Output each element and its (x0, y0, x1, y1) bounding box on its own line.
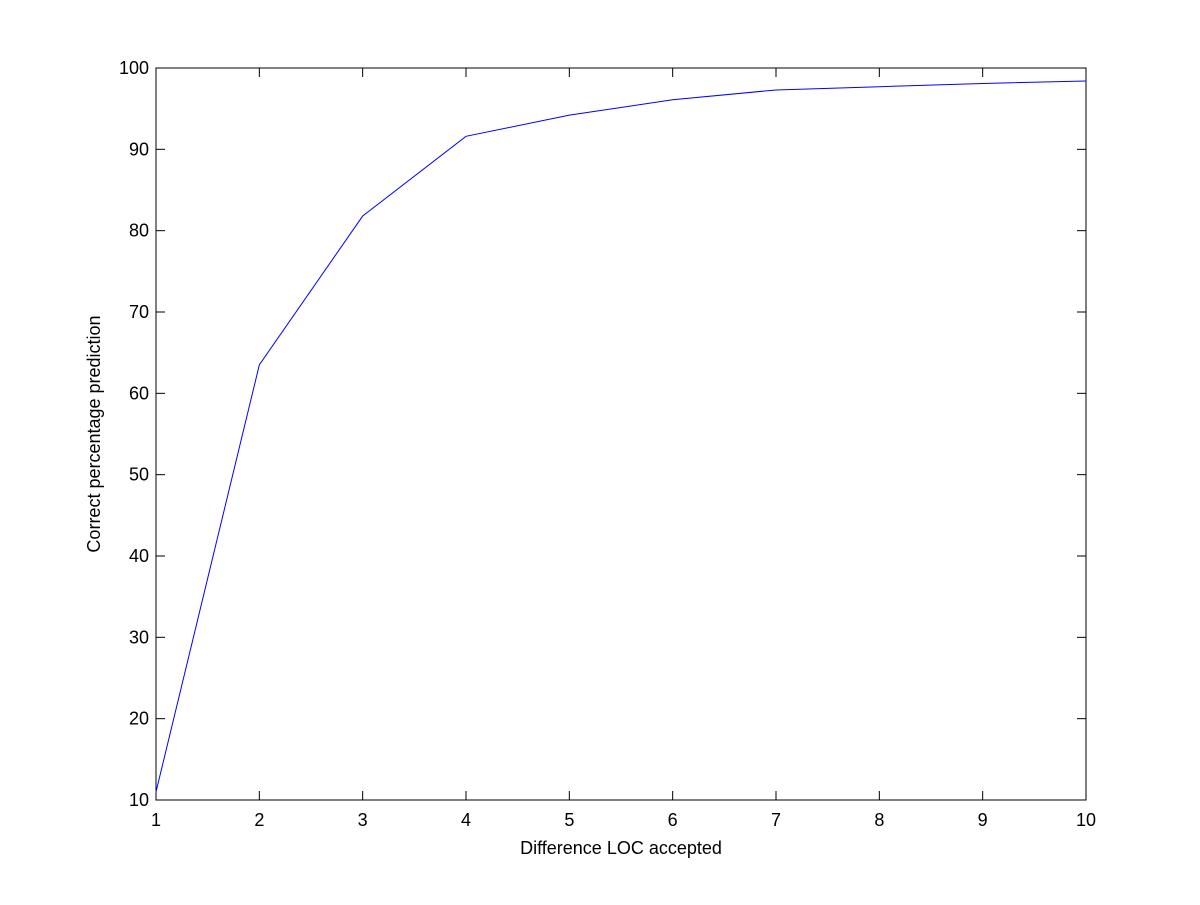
y-tick-label: 100 (119, 58, 149, 78)
y-tick-label: 80 (129, 221, 149, 241)
x-tick-label: 3 (358, 810, 368, 830)
plot-area (156, 68, 1086, 800)
x-tick-label: 8 (874, 810, 884, 830)
y-tick-label: 20 (129, 709, 149, 729)
x-tick-label: 1 (151, 810, 161, 830)
x-tick-label: 10 (1076, 810, 1096, 830)
y-axis-label: Correct percentage prediction (84, 315, 104, 552)
y-tick-label: 90 (129, 139, 149, 159)
x-tick-label: 5 (564, 810, 574, 830)
y-tick-label: 10 (129, 790, 149, 810)
x-tick-label: 7 (771, 810, 781, 830)
y-tick-label: 50 (129, 465, 149, 485)
y-tick-label: 70 (129, 302, 149, 322)
y-tick-label: 60 (129, 383, 149, 403)
x-tick-label: 2 (254, 810, 264, 830)
y-tick-label: 30 (129, 627, 149, 647)
x-tick-label: 6 (668, 810, 678, 830)
x-tick-label: 9 (978, 810, 988, 830)
y-tick-label: 40 (129, 546, 149, 566)
x-axis-label: Difference LOC accepted (520, 838, 722, 858)
x-tick-label: 4 (461, 810, 471, 830)
